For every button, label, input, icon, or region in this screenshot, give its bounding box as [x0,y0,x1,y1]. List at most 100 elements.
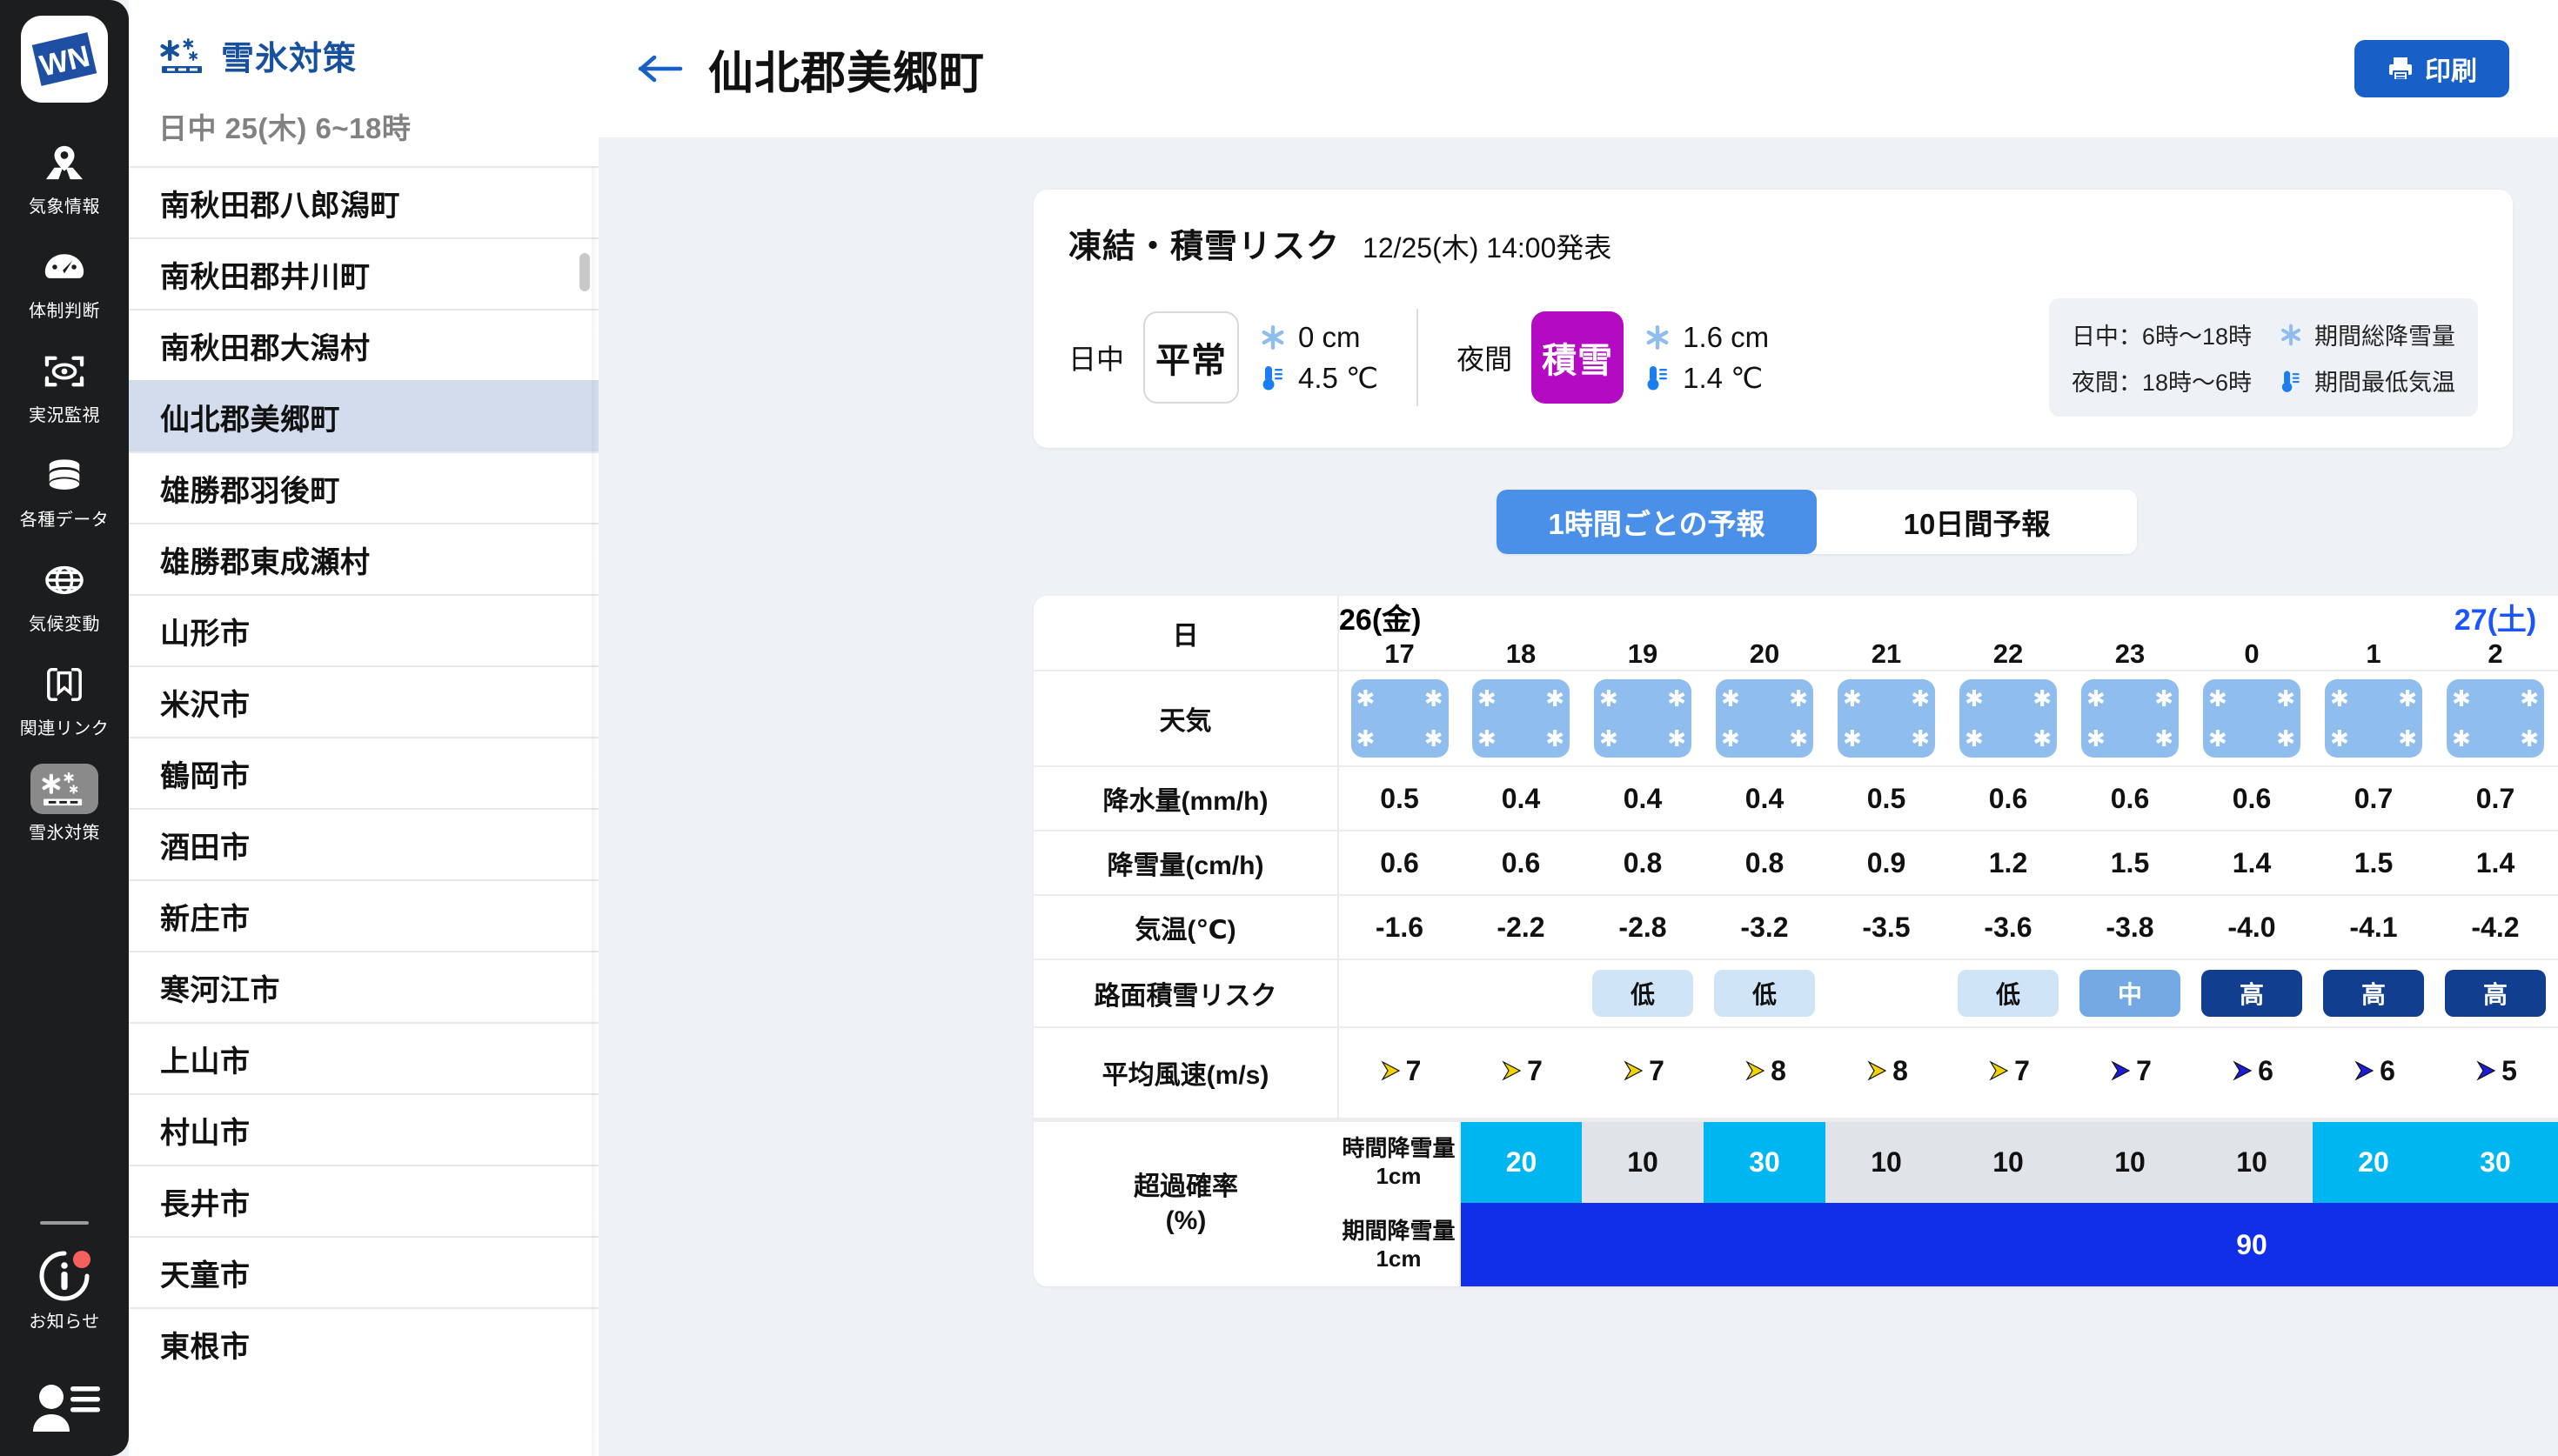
precip-cell: 0.7 [2313,765,2434,831]
weather-icon-snow: ✱ ✱ ✱ ✱ [1959,679,2057,758]
sidebar-item-label: 体制判断 [29,302,100,321]
precip-cell: 0.7 [2556,765,2558,831]
list-item[interactable]: 村山市 [129,1093,599,1165]
snowfall-cell: 1.5 [2313,830,2434,895]
road-risk-cell [1825,958,1947,1027]
wind-cell: 5 [2434,1026,2556,1119]
list-item[interactable]: 山形市 [129,594,599,665]
daytime-snow-value: 0 cm [1298,320,1361,353]
notifications-button[interactable]: お知らせ [7,1240,122,1338]
tab-ten-day-forecast[interactable]: 10日間予報 [1903,508,2051,540]
thermometer-icon [2281,371,2300,392]
scroll-content: 凍結・積雪リスク 12/25(木) 14:00発表 日中 平常 [599,137,2558,1456]
monitor-eye-icon [44,356,84,387]
snow-road-icon [160,37,202,73]
precip-cell: 0.5 [1825,765,1947,831]
snowfall-cell: 0.6 [1338,830,1460,895]
tab-hourly-forecast[interactable]: 1時間ごとの予報 [1497,490,1817,554]
frost-snow-risk-card: 凍結・積雪リスク 12/25(木) 14:00発表 日中 平常 [1034,190,2513,448]
back-button[interactable] [637,51,684,86]
temp-cell: -2.2 [1460,894,1582,959]
snowflake-glyph: ✱ [2398,726,2417,752]
weather-cell: ✱ ✱ ✱ ✱ [2434,670,2556,766]
daytime-temp-value: 4.5 ℃ [1298,361,1379,394]
table-day-header: 26(金) [1339,604,1422,637]
prob-hourly-cell: 10 [1947,1117,2069,1203]
legend-snow-total-row: 期間総降雪量 [2278,317,2455,351]
snowflake-glyph: ✱ [1843,686,1862,712]
legend-min-temp-row: 期間最低気温 [2278,364,2455,397]
wind-cell: 7 [1947,1026,2069,1119]
list-item[interactable]: 米沢市 [129,665,599,737]
notification-badge-dot [73,1251,90,1268]
precip-cell: 0.7 [2434,765,2556,831]
table-row-wind: 平均風速(m/s) 7 7 7 8 8 7 7 6 6 5 5 [1034,1026,2558,1119]
list-item[interactable]: 寒河江市 [129,951,599,1022]
table-hour-header: 17 [1384,638,1415,669]
location-list-scroll-area[interactable]: 南秋田郡八郎潟町 南秋田郡井川町 南秋田郡大潟村 仙北郡美郷町 雄勝郡羽後町 雄勝郡東成瀬… [129,166,599,1456]
list-item[interactable]: 南秋田郡井川町 [129,237,599,309]
list-item[interactable]: 鶴岡市 [129,737,599,808]
weather-cell: ✱ ✱ ✱ ✱ [1947,670,2069,766]
list-item[interactable]: 仙北郡美郷町 [129,380,599,451]
list-item[interactable]: 新庄市 [129,879,599,951]
list-item[interactable]: 南秋田郡大潟村 [129,309,599,380]
list-item[interactable]: 南秋田郡八郎潟町 [129,166,599,237]
sidebar-item-climate-change[interactable]: 気候変動 [7,546,122,640]
weather-icon-snow: ✱ ✱ ✱ ✱ [1716,679,1813,758]
wind-speed-value: 7 [1527,1054,1543,1086]
app-logo[interactable]: WN [21,16,108,103]
rail-divider [40,1221,89,1225]
table-row-snowfall: 降雪量(cm/h)0.60.60.80.80.91.21.51.41.51.41… [1034,830,2558,895]
sidebar-item-snow-ice[interactable]: 雪氷対策 [7,755,122,849]
list-item[interactable]: 上山市 [129,1022,599,1093]
snowflake-glyph: ✱ [2154,686,2173,712]
snowflake-glyph: ✱ [1356,686,1376,712]
list-item[interactable]: 雄勝郡東成瀬村 [129,523,599,594]
wind-speed-value: 6 [2258,1054,2273,1086]
page-topbar: 仙北郡美郷町 印刷 [599,0,2558,137]
sidebar-item-system-decision[interactable]: 体制判断 [7,233,122,327]
temp-cell: -3.6 [1947,894,2069,959]
snowflake-glyph: ✱ [1911,726,1930,752]
prob-hourly-cell: 30 [2434,1117,2556,1203]
printer-icon [2389,57,2412,81]
row-label: 路面積雪リスク [1034,958,1339,1027]
sidebar-item-weather-info[interactable]: 気象情報 [7,129,122,223]
precip-cell: 0.6 [2191,765,2313,831]
weather-icon-snow: ✱ ✱ ✱ ✱ [1350,679,1449,758]
sidebar-item-data[interactable]: 各種データ [7,442,122,536]
snowflake-glyph: ✱ [2032,686,2052,712]
sidebar-item-live-monitor[interactable]: 実況監視 [7,337,122,431]
snowflake-glyph: ✱ [2452,686,2471,712]
list-item[interactable]: 天童市 [129,1236,599,1307]
wind-cell: 5 [2556,1026,2558,1119]
snowfall-cell: 1.4 [2191,830,2313,895]
row-label: 降雪量(cm/h) [1034,830,1339,895]
account-menu-button[interactable] [23,1378,106,1433]
list-item[interactable]: 東根市 [129,1307,599,1379]
wind-speed-value: 5 [2501,1054,2517,1086]
weather-cell: ✱ ✱ ✱ ✱ [1338,670,1460,766]
sidebar-item-label: 雪氷対策 [29,824,100,843]
snowflake-glyph: ✱ [1911,686,1930,712]
location-list-scrollbar[interactable] [579,253,590,291]
snowflake-glyph: ✱ [1423,726,1443,752]
list-item[interactable]: 雄勝郡羽後町 [129,451,599,523]
wind-cell: 7 [2069,1026,2191,1119]
snowflake-glyph: ✱ [2520,686,2539,712]
sidebar-item-related-links[interactable]: 関連リンク [7,651,122,745]
print-button[interactable]: 印刷 [2354,40,2509,97]
prob-group-label: 超過確率 (%) [1034,1117,1338,1286]
snowflake-glyph: ✱ [1545,686,1564,712]
list-item[interactable]: 酒田市 [129,808,599,879]
wind-cell: 6 [2191,1026,2313,1119]
list-item-label: 米沢市 [160,688,251,722]
list-item-label: 長井市 [160,1187,251,1221]
temp-cell: -2.8 [1582,894,1704,959]
list-item[interactable]: 長井市 [129,1165,599,1236]
main-content: 仙北郡美郷町 印刷 凍結・積雪リスク 12/25(木 [599,0,2558,1456]
row-header-day-label: 日 [1034,596,1339,671]
wind-direction-arrow-icon [1745,1060,1765,1081]
